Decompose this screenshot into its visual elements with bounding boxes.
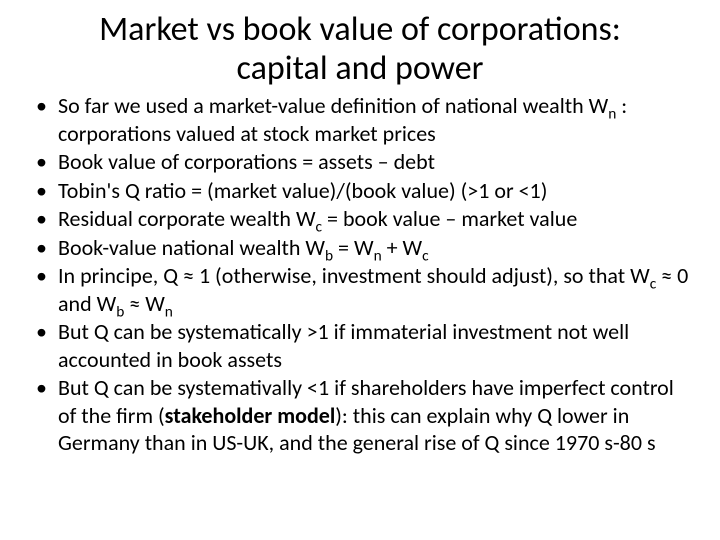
list-item: Tobin's Q ratio = (market value)/(book v… (58, 177, 690, 205)
list-item: But Q can be systemativally <1 if shareh… (58, 374, 690, 457)
list-item: So far we used a market-value definition… (58, 92, 690, 147)
bullet-list: So far we used a market-value definition… (30, 92, 690, 457)
list-item: Book-value national wealth Wb = Wn + Wc (58, 234, 690, 262)
list-item: But Q can be systematically >1 if immate… (58, 318, 690, 373)
slide-title: Market vs book value of corporations: ca… (30, 10, 690, 88)
list-item: In principe, Q ≈ 1 (otherwise, investmen… (58, 262, 690, 317)
list-item: Residual corporate wealth Wc = book valu… (58, 205, 690, 233)
list-item: Book value of corporations = assets – de… (58, 148, 690, 176)
